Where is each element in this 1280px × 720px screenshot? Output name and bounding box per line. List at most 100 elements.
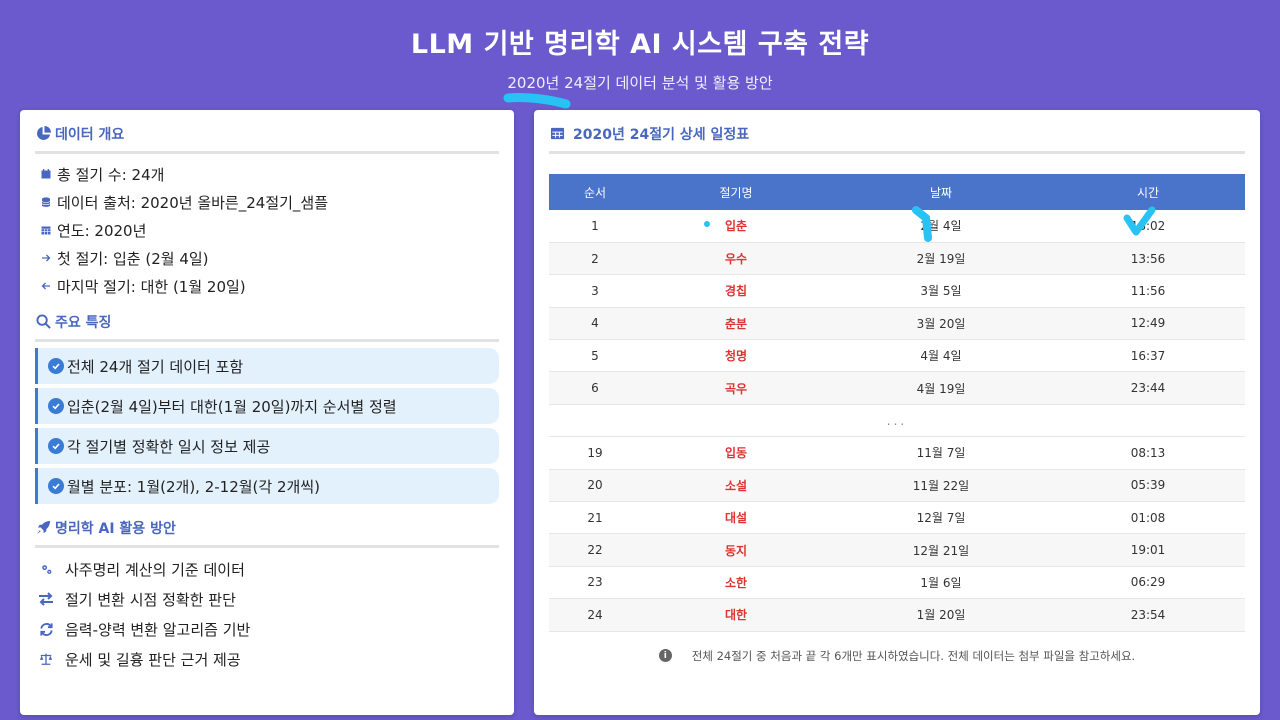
check-circle-icon (48, 398, 64, 414)
cell-term: 우수 (641, 242, 831, 276)
table-icon (549, 126, 565, 142)
cell-no: 22 (549, 533, 641, 567)
table-footnote: i 전체 24절기 중 처음과 끝 각 6개만 표시하였습니다. 전체 데이터는… (549, 648, 1245, 664)
table-row: 23 소한 1월 6일 06:29 (549, 566, 1245, 600)
ai-usage-text: 사주명리 계산의 기준 데이터 (65, 560, 245, 579)
cell-date: 1월 20일 (831, 598, 1051, 632)
cell-date: 4월 19일 (831, 371, 1051, 405)
cell-no: 3 (549, 274, 641, 308)
cell-term: 소설 (641, 469, 831, 503)
cell-date: 12월 7일 (831, 501, 1051, 535)
sync-icon (37, 622, 55, 637)
cell-no: 21 (549, 501, 641, 535)
cell-term: 대설 (641, 501, 831, 535)
cell-date: 3월 20일 (831, 307, 1051, 341)
schedule-section-title: 2020년 24절기 상세 일정표 (549, 124, 1245, 154)
check-circle-icon (48, 358, 64, 374)
cell-time: 13:56 (1051, 242, 1245, 276)
cell-term: 입동 (641, 436, 831, 470)
cell-time: 06:29 (1051, 566, 1245, 600)
overview-item-text: 첫 절기: 입춘 (2월 4일) (57, 249, 209, 268)
page-header: LLM 기반 명리학 AI 시스템 구축 전략 2020년 24절기 데이터 분… (0, 0, 1280, 110)
cell-no: 6 (549, 371, 641, 405)
column-header: 시간 (1051, 174, 1245, 210)
cell-term: 춘분 (641, 307, 831, 341)
cell-no: 24 (549, 598, 641, 632)
schedule-title-text: 2020년 24절기 상세 일정표 (573, 126, 750, 143)
calendar-icon (39, 169, 53, 179)
cell-term: 청명 (641, 339, 831, 373)
check-circle-icon (48, 478, 64, 494)
cell-date: 2월 19일 (831, 242, 1051, 276)
ai-usage-item: 절기 변환 시점 정확한 판단 (35, 584, 499, 614)
rocket-icon (35, 520, 51, 536)
feature-item: 입춘(2월 4일)부터 대한(1월 20일)까지 순서별 정렬 (35, 388, 499, 424)
features-list: 전체 24개 절기 데이터 포함 입춘(2월 4일)부터 대한(1월 20일)까… (35, 348, 499, 504)
column-header: 날짜 (831, 174, 1051, 210)
cell-date: 2월 4일 (831, 210, 1051, 243)
ai-usage-item: 사주명리 계산의 기준 데이터 (35, 554, 499, 584)
table-row: 1 입춘 2월 4일 18:02 (549, 210, 1245, 243)
cell-no: 20 (549, 469, 641, 503)
ai-usage-item: 운세 및 길흉 판단 근거 제공 (35, 644, 499, 674)
table-row: 20 소설 11월 22일 05:39 (549, 469, 1245, 503)
cell-no: 1 (549, 210, 641, 243)
cell-time: 11:56 (1051, 274, 1245, 308)
cell-term: 입춘 (641, 210, 831, 243)
cell-term: 대한 (641, 598, 831, 632)
overview-panel: 데이터 개요 총 절기 수: 24개 데이터 출처: 2020년 올바른_24절… (20, 110, 514, 715)
cell-date: 11월 7일 (831, 436, 1051, 470)
check-circle-icon (48, 438, 64, 454)
overview-item-text: 총 절기 수: 24개 (57, 165, 165, 184)
table-row: 5 청명 4월 4일 16:37 (549, 339, 1245, 373)
info-circle-icon: i (658, 649, 672, 663)
column-header: 순서 (549, 174, 641, 210)
overview-item: 연도: 2020년 (35, 216, 499, 244)
table-row: 24 대한 1월 20일 23:54 (549, 598, 1245, 632)
arrow-right-icon (39, 253, 53, 263)
cell-no: 19 (549, 436, 641, 470)
feature-text: 월별 분포: 1월(2개), 2-12월(각 2개씩) (67, 477, 320, 496)
overview-item: 첫 절기: 입춘 (2월 4일) (35, 244, 499, 272)
table-row: 6 곡우 4월 19일 23:44 (549, 371, 1245, 405)
exchange-icon (37, 591, 55, 607)
calendar-grid-icon (39, 225, 53, 235)
cell-date: 4월 4일 (831, 339, 1051, 373)
cell-time: 23:54 (1051, 598, 1245, 632)
table-row: 22 동지 12월 21일 19:01 (549, 533, 1245, 567)
ai-usage-item: 음력-양력 변환 알고리즘 기반 (35, 614, 499, 644)
table-row: 21 대설 12월 7일 01:08 (549, 501, 1245, 535)
column-header: 절기명 (641, 174, 831, 210)
gears-icon (37, 563, 55, 576)
cell-no: 23 (549, 566, 641, 600)
cell-date: 1월 6일 (831, 566, 1051, 600)
table-header-row: 순서 절기명 날짜 시간 (549, 174, 1245, 210)
search-icon (35, 314, 51, 330)
feature-text: 입춘(2월 4일)부터 대한(1월 20일)까지 순서별 정렬 (67, 397, 397, 416)
cell-term: 동지 (641, 533, 831, 567)
cell-time: 19:01 (1051, 533, 1245, 567)
page-subtitle: 2020년 24절기 데이터 분석 및 활용 방안 (507, 74, 773, 92)
pie-chart-icon (35, 126, 51, 142)
overview-item: 데이터 출처: 2020년 올바른_24절기_샘플 (35, 188, 499, 216)
schedule-panel: 2020년 24절기 상세 일정표 순서 절기명 날짜 시간 1 입춘 2월 4일 1… (534, 110, 1260, 715)
ai-usage-text: 음력-양력 변환 알고리즘 기반 (65, 620, 251, 639)
overview-section-title: 데이터 개요 (35, 124, 499, 154)
cell-time: 23:44 (1051, 371, 1245, 405)
ai-usage-text: 절기 변환 시점 정확한 판단 (65, 590, 236, 609)
cell-time: 05:39 (1051, 469, 1245, 503)
table-row: 3 경칩 3월 5일 11:56 (549, 274, 1245, 308)
cell-no: 2 (549, 242, 641, 276)
ellipsis-cell: ... (549, 404, 1245, 438)
overview-item-text: 연도: 2020년 (57, 221, 147, 240)
cell-no: 4 (549, 307, 641, 341)
arrow-left-icon (39, 281, 53, 291)
overview-item: 마지막 절기: 대한 (1월 20일) (35, 272, 499, 300)
cell-term: 소한 (641, 566, 831, 600)
table-row: 4 춘분 3월 20일 12:49 (549, 307, 1245, 341)
cell-date: 11월 22일 (831, 469, 1051, 503)
cell-date: 12월 21일 (831, 533, 1051, 567)
page-title: LLM 기반 명리학 AI 시스템 구축 전략 (410, 29, 870, 60)
cell-term: 경칩 (641, 274, 831, 308)
cell-date: 3월 5일 (831, 274, 1051, 308)
